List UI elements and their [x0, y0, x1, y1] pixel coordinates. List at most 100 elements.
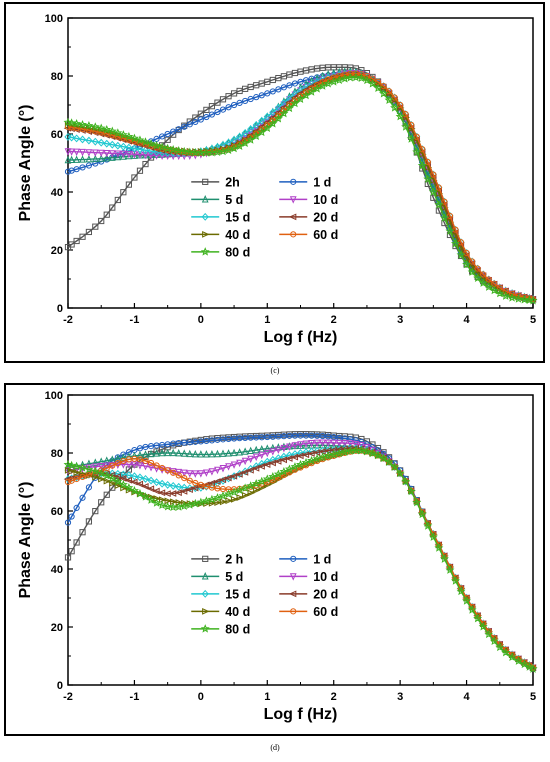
- legend-swatch-marker: [290, 178, 297, 185]
- legend-swatch-marker: [290, 555, 297, 562]
- legend-swatch-marker: [201, 589, 209, 598]
- y-axis-label: Phase Angle (°): [17, 482, 34, 599]
- data-point: [164, 136, 171, 143]
- data-point: [113, 128, 123, 137]
- data-point: [186, 477, 193, 484]
- data-point: [201, 496, 211, 505]
- data-point: [246, 135, 256, 144]
- data-point: [417, 160, 427, 170]
- data-point: [264, 90, 271, 97]
- x-tick-label: 5: [530, 314, 536, 326]
- data-point: [169, 481, 177, 490]
- data-point: [279, 456, 287, 464]
- data-point: [181, 475, 188, 482]
- series-80d: [63, 445, 538, 673]
- data-point: [73, 155, 80, 163]
- data-point: [203, 106, 210, 113]
- data-point: [219, 449, 227, 457]
- data-point: [247, 489, 255, 497]
- data-point: [513, 656, 523, 665]
- data-point: [91, 463, 99, 471]
- data-point: [352, 440, 360, 449]
- data-point: [318, 81, 328, 90]
- data-point: [146, 139, 156, 148]
- data-point: [330, 439, 338, 448]
- legend-entry: 40 d: [191, 228, 250, 242]
- data-point: [153, 152, 160, 160]
- x-tick-label: 3: [397, 314, 403, 326]
- data-point: [157, 489, 166, 497]
- data-point: [284, 103, 294, 113]
- data-point: [152, 140, 162, 150]
- x-tick-label: 4: [464, 314, 471, 326]
- data-point: [92, 223, 99, 230]
- data-point: [401, 476, 411, 486]
- data-point: [119, 152, 127, 160]
- data-point: [85, 154, 93, 163]
- series-line: [67, 71, 534, 300]
- data-point: [307, 455, 317, 465]
- series-20d: [63, 444, 537, 671]
- series-15d: [64, 444, 537, 672]
- data-point: [84, 464, 94, 474]
- data-point: [280, 442, 288, 451]
- data-point: [334, 75, 344, 85]
- data-point: [434, 543, 444, 552]
- data-point: [73, 134, 81, 143]
- data-point: [163, 143, 173, 153]
- data-point: [68, 155, 75, 164]
- data-point: [330, 74, 337, 81]
- data-point: [341, 439, 349, 448]
- data-point: [463, 255, 471, 263]
- data-point: [64, 478, 72, 486]
- data-point: [97, 154, 105, 162]
- data-point: [430, 177, 438, 184]
- data-point: [136, 145, 144, 154]
- x-tick-label: -1: [130, 314, 140, 326]
- data-point: [318, 452, 328, 461]
- data-point: [73, 504, 80, 511]
- legend-swatch-marker: [202, 607, 210, 615]
- data-point: [495, 642, 505, 652]
- data-point: [214, 466, 221, 475]
- data-point: [85, 518, 93, 525]
- legend-label: 10 d: [313, 570, 338, 584]
- data-point: [247, 95, 254, 103]
- data-point: [103, 153, 111, 162]
- data-point: [325, 76, 332, 83]
- data-point: [291, 442, 299, 450]
- data-point: [114, 152, 122, 161]
- data-point: [441, 204, 449, 212]
- data-point: [257, 463, 265, 470]
- data-point: [79, 155, 86, 163]
- data-point: [169, 448, 177, 457]
- data-point: [135, 480, 144, 488]
- data-point: [340, 74, 350, 83]
- data-point: [68, 148, 75, 156]
- data-point: [356, 445, 366, 455]
- legend-label: 2h: [225, 175, 240, 189]
- data-point: [462, 259, 472, 269]
- data-point: [197, 110, 204, 117]
- data-point: [373, 450, 383, 460]
- data-point: [296, 452, 304, 460]
- data-point: [413, 137, 422, 145]
- data-point: [79, 164, 86, 171]
- data-point: [136, 445, 144, 452]
- data-point: [141, 137, 150, 146]
- data-point: [85, 149, 93, 157]
- data-point: [229, 143, 239, 153]
- data-point: [224, 145, 234, 155]
- data-point: [175, 482, 183, 491]
- data-point: [119, 150, 127, 159]
- data-point: [401, 122, 411, 131]
- data-point: [114, 196, 121, 204]
- data-point: [142, 160, 149, 168]
- data-point: [129, 133, 139, 143]
- data-point: [501, 647, 511, 657]
- legend-label: 5 d: [225, 570, 243, 584]
- series-line: [67, 66, 534, 300]
- data-point: [230, 496, 239, 503]
- data-point: [158, 479, 166, 488]
- data-point: [473, 613, 483, 623]
